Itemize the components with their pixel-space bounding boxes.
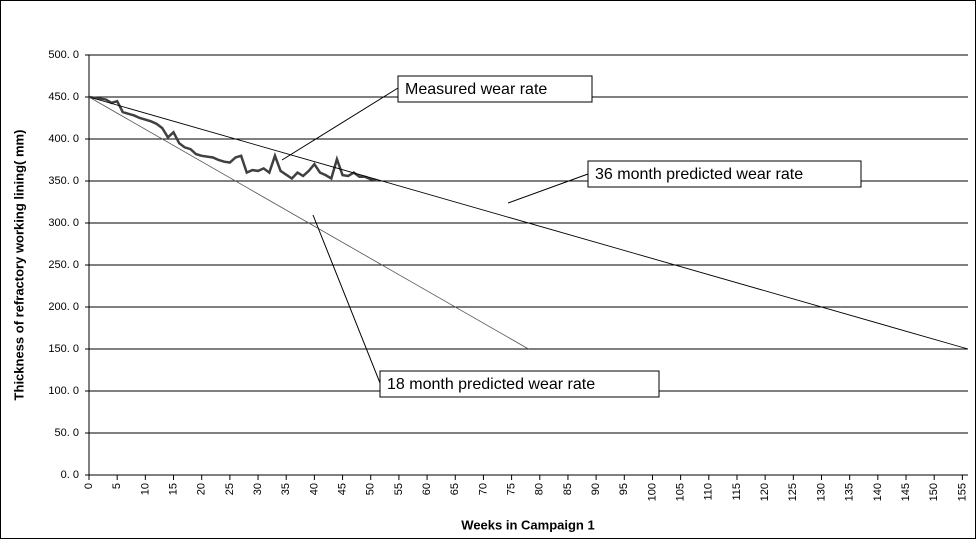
- x-tick-label: 15: [167, 483, 179, 495]
- y-tick-label: 400. 0: [48, 133, 79, 145]
- x-tick-label: 120: [759, 483, 771, 501]
- x-tick-label: 75: [506, 483, 518, 495]
- x-tick-label: 135: [844, 483, 856, 501]
- x-tick-label: 130: [815, 483, 827, 501]
- y-tick-label: 200. 0: [48, 301, 79, 313]
- annotation: 18 month predicted wear rate: [387, 376, 595, 393]
- annotation: 36 month predicted wear rate: [595, 166, 803, 183]
- x-tick-label: 5: [111, 483, 123, 489]
- leader-line: [281, 87, 399, 161]
- annotation: Measured wear rate: [405, 81, 547, 98]
- x-tick-label: 115: [731, 483, 743, 501]
- y-tick-label: 350. 0: [48, 175, 79, 187]
- x-tick-label: 80: [534, 483, 546, 495]
- x-tick-label: 155: [956, 483, 968, 501]
- x-tick-label: 90: [590, 483, 602, 495]
- y-tick-label: 300. 0: [48, 217, 79, 229]
- y-axis-title: Thickness of refractory working lining( …: [11, 130, 26, 401]
- annotation-box: [397, 75, 593, 103]
- x-tick-label: 100: [646, 483, 658, 501]
- y-tick-label: 0. 0: [61, 469, 79, 481]
- series-line: [88, 96, 969, 350]
- x-tick-label: 25: [224, 483, 236, 495]
- leader-line: [312, 214, 381, 384]
- x-tick-label: 35: [280, 483, 292, 495]
- x-tick-label: 10: [139, 483, 151, 495]
- x-tick-label: 40: [308, 483, 320, 495]
- x-tick-label: 95: [618, 483, 630, 495]
- x-tick-label: 145: [900, 483, 912, 501]
- annotation-box: [587, 160, 862, 188]
- x-tick-label: 50: [365, 483, 377, 495]
- y-tick-label: 150. 0: [48, 343, 79, 355]
- y-tick-label: 450. 0: [48, 91, 79, 103]
- x-tick-label: 0: [83, 483, 95, 489]
- x-tick-label: 85: [562, 483, 574, 495]
- x-tick-label: 20: [196, 483, 208, 495]
- x-tick-label: 70: [477, 483, 489, 495]
- x-tick-label: 125: [787, 483, 799, 501]
- y-tick-label: 250. 0: [48, 259, 79, 271]
- leader-line: [507, 173, 589, 204]
- y-tick-label: 50. 0: [55, 427, 79, 439]
- series-line: [88, 95, 377, 182]
- y-tick-label: 500. 0: [48, 49, 79, 61]
- annotation-box: [379, 370, 660, 398]
- x-tick-label: 105: [675, 483, 687, 501]
- x-tick-label: 65: [449, 483, 461, 495]
- y-tick-label: 100. 0: [48, 385, 79, 397]
- x-tick-label: 30: [252, 483, 264, 495]
- x-tick-label: 140: [872, 483, 884, 501]
- x-tick-label: 110: [703, 483, 715, 501]
- x-tick-label: 150: [928, 483, 940, 501]
- x-tick-label: 55: [393, 483, 405, 495]
- x-axis-title: Weeks in Campaign 1: [461, 517, 594, 532]
- x-tick-label: 45: [336, 483, 348, 495]
- series-line: [88, 96, 529, 350]
- x-tick-label: 60: [421, 483, 433, 495]
